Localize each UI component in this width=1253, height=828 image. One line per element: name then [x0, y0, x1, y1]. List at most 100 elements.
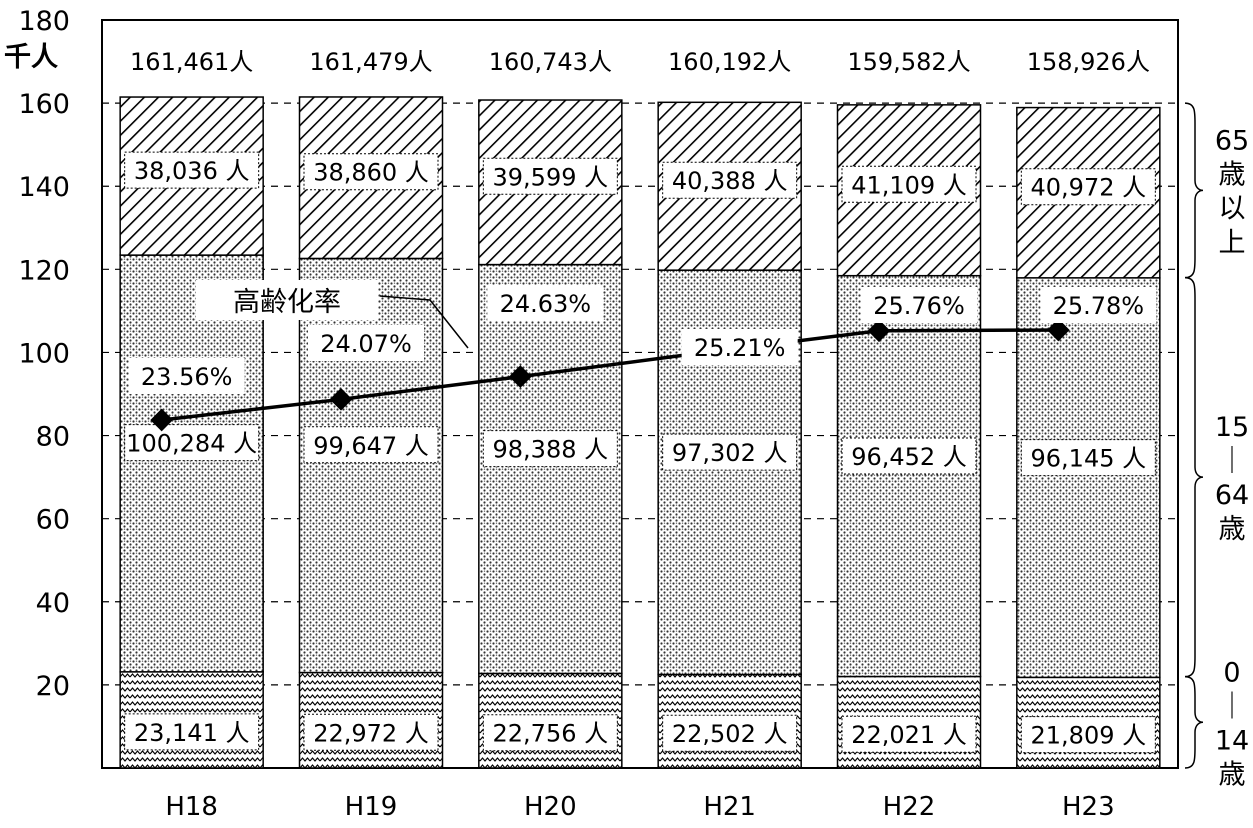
- segment-label-box: [303, 426, 439, 464]
- y-tick-label: 140: [18, 172, 70, 203]
- line-marker: [867, 319, 891, 343]
- y-tick-label: 60: [36, 505, 70, 536]
- segment-label-box: [662, 161, 798, 199]
- segment-label-box: [482, 157, 618, 195]
- bar-segment: [119, 254, 264, 673]
- segment-label: 99,647 人: [313, 432, 429, 460]
- y-tick-label: 20: [36, 671, 70, 702]
- bracket-label: 15: [1215, 412, 1249, 443]
- bracket-label: 歳: [1219, 514, 1246, 545]
- segment-label-box: [124, 151, 260, 189]
- rate-label-box: [681, 329, 798, 365]
- rate-label-box: [487, 285, 604, 321]
- bracket-label: 14: [1215, 725, 1249, 756]
- rate-label-box: [308, 325, 424, 361]
- segment-label: 38,036 人: [134, 157, 250, 185]
- segment-label-box: [841, 165, 977, 203]
- grid-lines: [102, 102, 1178, 686]
- segment-label-box: [1020, 716, 1156, 754]
- y-tick-label: 100: [18, 338, 70, 369]
- bar-segment: [836, 274, 982, 678]
- segment-label-box: [662, 714, 798, 752]
- segment-label-box: [662, 433, 798, 471]
- line-path: [161, 328, 1059, 422]
- segment-label-box: [841, 437, 977, 475]
- aging-rate-line: 23.56% 24.07% 24.63% 25.21% 25.76% 25.78%: [128, 285, 1157, 432]
- segment-label-box: [1020, 439, 1156, 477]
- segment-labels: 23,141 人 100,284 人 38,036 人 22,972 人 99,647 …: [124, 151, 1156, 754]
- segment-label: 41,109 人: [851, 171, 967, 199]
- total-label: 158,926人: [1027, 48, 1150, 76]
- y-tick-label: 80: [36, 422, 70, 453]
- rate-label: 23.56%: [141, 363, 233, 391]
- line-name-label: 高齢化率: [233, 287, 341, 318]
- segment-label-box: [482, 430, 618, 468]
- bracket-label: 0: [1223, 657, 1240, 688]
- y-tick-label: 160: [18, 89, 70, 120]
- segment-label: 22,756 人: [493, 720, 609, 748]
- total-label: 160,192人: [668, 48, 791, 76]
- x-tick-label: H23: [1062, 792, 1115, 822]
- segment-label: 40,388 人: [672, 167, 788, 195]
- total-label: 161,461人: [130, 48, 253, 76]
- segment-label: 96,452 人: [851, 443, 967, 471]
- total-label: 159,582人: [847, 48, 970, 76]
- segment-label-box: [482, 714, 618, 752]
- segment-label: 23,141 人: [134, 719, 250, 747]
- line-marker: [1047, 318, 1070, 342]
- bracket-label: ｜: [1219, 691, 1246, 722]
- rate-label-box: [1040, 287, 1157, 323]
- segment-label: 96,145 人: [1031, 445, 1147, 473]
- y-tick-label: 180: [18, 6, 70, 37]
- bars: [119, 96, 1161, 769]
- segment-label: 21,809 人: [1031, 722, 1147, 750]
- segment-label-box: [1020, 168, 1156, 206]
- segment-label-box: [841, 715, 977, 753]
- line-callout: 高齢化率: [196, 280, 469, 349]
- rate-label: 25.78%: [1053, 292, 1145, 320]
- rate-label-box: [861, 287, 977, 323]
- bar-segment: [1016, 277, 1161, 679]
- segment-label: 22,021 人: [851, 721, 967, 749]
- x-axis-labels: H18 H19 H20 H21 H22 H23: [165, 792, 1114, 822]
- bracket: [1184, 675, 1204, 769]
- y-axis-unit: 千人: [4, 42, 58, 73]
- plot-frame: [101, 19, 1179, 769]
- total-label: 160,743人: [489, 48, 612, 76]
- bracket-label: 歳: [1219, 159, 1246, 190]
- segment-label-box: [303, 153, 439, 191]
- bracket-label: 64: [1215, 480, 1249, 511]
- x-tick-label: H19: [345, 792, 398, 822]
- bracket: [1184, 102, 1204, 279]
- x-tick-label: H22: [883, 792, 936, 822]
- x-tick-label: H20: [524, 792, 577, 822]
- segment-label: 22,502 人: [672, 720, 788, 748]
- total-labels: 161,461人 161,479人 160,743人 160,192人 159,582人…: [130, 48, 1150, 76]
- segment-label: 100,284 人: [126, 430, 257, 458]
- bracket-label: 上: [1219, 227, 1246, 258]
- bracket-label: ｜: [1219, 446, 1246, 477]
- total-label: 161,479人: [309, 48, 432, 76]
- bracket: [1184, 276, 1204, 678]
- line-marker: [509, 365, 532, 388]
- line-marker: [329, 388, 353, 411]
- rate-label: 24.07%: [320, 330, 412, 358]
- rate-label: 25.76%: [873, 292, 965, 320]
- segment-label-box: [124, 713, 260, 751]
- segment-label: 97,302 人: [672, 439, 788, 467]
- rate-label-box: [128, 358, 245, 394]
- bracket-label: 以: [1219, 193, 1246, 224]
- x-tick-label: H18: [165, 792, 218, 822]
- rate-label: 25.21%: [694, 334, 786, 362]
- bar-segment: [478, 263, 623, 675]
- y-tick-label: 120: [18, 255, 70, 286]
- segment-label: 38,860 人: [313, 159, 429, 187]
- segment-label: 98,388 人: [493, 436, 609, 464]
- y-axis-ticks: 20 40 60 80 100 120 140 160 180: [18, 6, 70, 702]
- y-tick-label: 40: [36, 588, 70, 619]
- segment-label: 22,972 人: [313, 719, 429, 747]
- bracket-label: 歳: [1219, 759, 1246, 790]
- segment-label-box: [124, 424, 260, 462]
